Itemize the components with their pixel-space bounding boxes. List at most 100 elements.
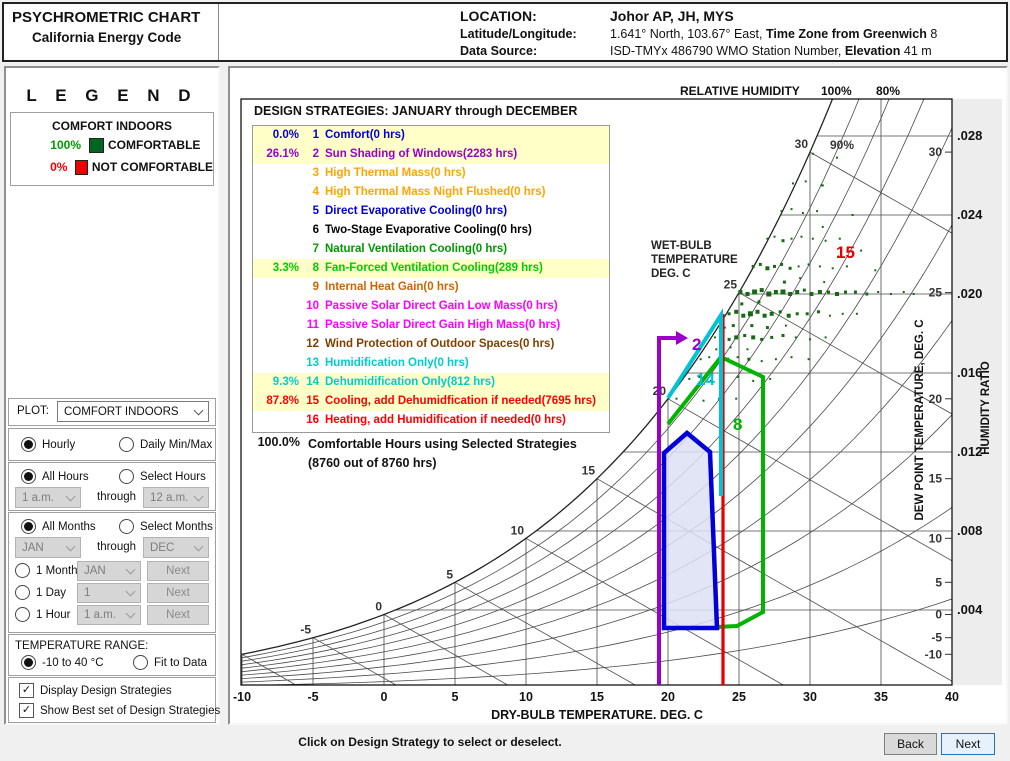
one-day-radio[interactable]: 1 Day [15, 585, 66, 600]
plot-select[interactable]: COMFORT INDOORS [57, 401, 209, 422]
months-to-value: DEC [150, 541, 175, 554]
one-month-label: 1 Month [36, 564, 78, 577]
fit-to-data-radio[interactable]: Fit to Data [133, 655, 207, 670]
strategy-row[interactable]: 0.0% 1 Comfort(0 hrs) [253, 126, 609, 145]
strategy-row[interactable]: 9.3% 14 Dehumidification Only(812 hrs) [253, 373, 609, 392]
hours-from-select: 1 a.m. [15, 487, 81, 508]
source-text: ISD-TMYx 486790 WMO Station Number, [610, 44, 842, 58]
one-day-select: 1 [77, 583, 141, 603]
strategy-label: Comfort(0 hrs) [325, 129, 405, 141]
svg-text:5: 5 [452, 690, 459, 704]
data-source-label: Data Source: [460, 44, 538, 58]
strategy-percent [253, 221, 299, 240]
strategy-label: Natural Ventilation Cooling(0 hrs) [325, 243, 508, 255]
strategy-row[interactable]: 87.8% 15 Cooling, add Dehumidfication if n… [253, 392, 609, 411]
x-axis-ticks: -10 -5 0 5 10 15 20 25 30 35 40 [233, 690, 959, 704]
strategy-number: 9 [312, 281, 319, 293]
strategy-row[interactable]: 16 Heating, add Humidification if needed(… [253, 411, 609, 430]
temperature-range-group: TEMPERATURE RANGE: -10 to 40 °C Fit to D… [8, 634, 216, 676]
strategy-percent [253, 202, 299, 221]
best-strategies-label: Show Best set of Design Strategies [40, 704, 221, 717]
svg-text:10: 10 [511, 523, 525, 537]
display-strategies-checkbox[interactable]: ✓ Display Design Strategies [19, 683, 172, 698]
all-hours-label: All Hours [42, 470, 89, 483]
strategy-number: 16 [306, 414, 319, 426]
humidity-ratio-ticks: .028 .024 .020 .016 .012 .008 .004 [957, 128, 983, 617]
next-button[interactable]: Next [941, 733, 995, 755]
timezone-value: 8 [930, 27, 938, 41]
radio-icon [15, 563, 30, 578]
strategy-row[interactable]: 9 Internal Heat Gain(0 hrs) [253, 278, 609, 297]
svg-text:10: 10 [929, 531, 943, 545]
svg-text:.004: .004 [957, 602, 983, 617]
strategy-percent: 0.0% [272, 129, 299, 141]
strategy-row[interactable]: 10 Passive Solar Direct Gain Low Mass(0 h… [253, 297, 609, 316]
strategy-row[interactable]: 12 Wind Protection of Outdoor Spaces(0 hr… [253, 335, 609, 354]
strategy-row[interactable]: 4 High Thermal Mass Night Flushed(0 hrs) [253, 183, 609, 202]
months-from-select: JAN [15, 537, 81, 558]
comfort-legend-heading: COMFORT INDOORS [52, 119, 172, 133]
strategy-percent: 87.8% [266, 395, 299, 407]
svg-text:30: 30 [929, 145, 943, 159]
strategy-number: 10 [306, 300, 319, 312]
strategy-number: 6 [312, 224, 319, 236]
svg-text:.020: .020 [957, 286, 982, 301]
strategy-percent [253, 183, 299, 202]
comfort-zone-polygon [661, 430, 720, 631]
hourly-radio[interactable]: Hourly [21, 437, 75, 452]
plot-border [240, 98, 953, 686]
one-hour-radio[interactable]: 1 Hour [15, 607, 71, 622]
summary-line1: Comfortable Hours using Selected Strateg… [308, 437, 577, 451]
comfortable-swatch [89, 137, 104, 153]
strategy-percent [253, 240, 299, 259]
strategy-row[interactable]: 7 Natural Ventilation Cooling(0 hrs) [253, 240, 609, 259]
select-hours-radio[interactable]: Select Hours [119, 469, 206, 484]
chevron-down-icon [65, 491, 76, 501]
all-hours-radio[interactable]: All Hours [21, 469, 89, 484]
legend-title: L E G E N D [26, 86, 198, 105]
display-strategies-label: Display Design Strategies [40, 684, 172, 697]
svg-text:-10: -10 [925, 647, 943, 661]
radio-icon [15, 585, 30, 600]
strategy-label: Passive Solar Direct Gain High Mass(0 hr… [325, 319, 561, 331]
all-months-radio[interactable]: All Months [21, 519, 96, 534]
strategy-row[interactable]: 3.3% 8 Fan-Forced Ventilation Cooling(289 … [253, 259, 609, 278]
strategy-row[interactable]: 13 Humidification Only(0 hrs) [253, 354, 609, 373]
chevron-down-icon [125, 564, 136, 575]
one-month-radio[interactable]: 1 Month [15, 563, 78, 578]
dehumidification-zone-line [666, 308, 723, 496]
hours-from-value: 1 a.m. [22, 491, 54, 504]
checkmark-icon: ✓ [19, 703, 34, 718]
hours-to-select: 12 a.m. [143, 487, 209, 508]
sun-shading-line [657, 336, 676, 685]
header-divider [218, 4, 219, 60]
daily-minmax-label: Daily Min/Max [140, 438, 213, 451]
back-button[interactable]: Back [884, 733, 937, 755]
svg-text:10: 10 [519, 690, 533, 704]
best-strategies-checkbox[interactable]: ✓ Show Best set of Design Strategies [19, 703, 220, 718]
strategy-row[interactable]: 6 Two-Stage Evaporative Cooling(0 hrs) [253, 221, 609, 240]
summary-percent: 100.0% [257, 435, 300, 449]
strategy-row[interactable]: 11 Passive Solar Direct Gain High Mass(0 … [253, 316, 609, 335]
strategy-row[interactable]: 3 High Thermal Mass(0 hrs) [253, 164, 609, 183]
humidity-ratio-axis-title: HUMIDITY RATIO [980, 361, 992, 455]
humidity-scale-strip [952, 99, 1002, 685]
svg-text:25: 25 [724, 278, 738, 292]
strategy-row[interactable]: 26.1% 2 Sun Shading of Windows(2283 hrs) [253, 145, 609, 164]
location-label: LOCATION: [460, 8, 537, 24]
design-strategies-list: 0.0% 1 Comfort(0 hrs) 26.1% 2 Sun Shading of … [252, 125, 610, 433]
svg-text:.012: .012 [957, 444, 982, 459]
strategy-row[interactable]: 5 Direct Evaporative Cooling(0 hrs) [253, 202, 609, 221]
strategy-number: 15 [306, 395, 319, 407]
strategy-percent [253, 411, 299, 430]
wet-bulb-note-line2: TEMPERATURE [651, 254, 738, 266]
daily-minmax-radio[interactable]: Daily Min/Max [119, 437, 212, 452]
comfortable-pct: 100% [50, 138, 81, 152]
relative-humidity-label: RELATIVE HUMIDITY [680, 84, 800, 98]
header-bar: PSYCHROMETRIC CHART California Energy Co… [2, 2, 1008, 62]
one-day-next-button: Next [147, 583, 209, 603]
temp-full-range-radio[interactable]: -10 to 40 °C [21, 655, 104, 670]
strategy-number: 5 [312, 205, 319, 217]
select-months-radio[interactable]: Select Months [119, 519, 213, 534]
